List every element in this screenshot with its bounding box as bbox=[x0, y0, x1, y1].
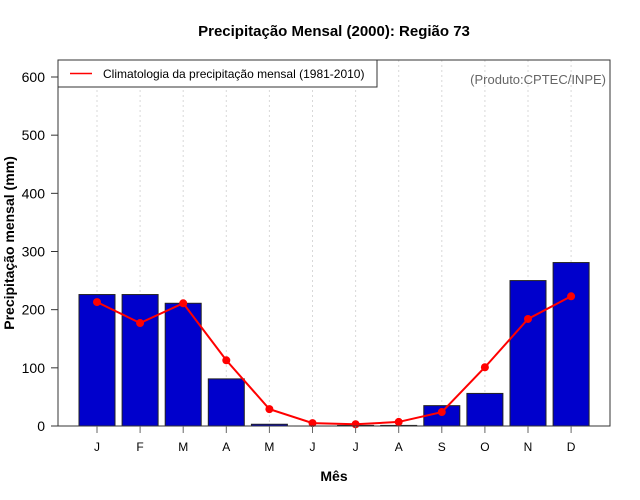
x-tick-label: S bbox=[438, 440, 446, 454]
climatology-point-12 bbox=[567, 292, 576, 301]
credit-annotation: (Produto:CPTEC/INPE) bbox=[470, 72, 606, 87]
climatology-point-2 bbox=[136, 319, 145, 328]
climatology-point-5 bbox=[265, 405, 274, 414]
y-tick-label: 0 bbox=[37, 418, 45, 434]
bar-4 bbox=[207, 378, 245, 427]
y-axis: 0 100 200 300 400 500 600 bbox=[22, 69, 58, 434]
y-tick-label: 100 bbox=[22, 360, 46, 376]
x-tick-label: M bbox=[264, 440, 274, 454]
chart-title: Precipitação Mensal (2000): Região 73 bbox=[198, 23, 470, 40]
climatology-point-9 bbox=[437, 408, 446, 417]
climatology-line bbox=[96, 295, 572, 426]
x-tick-label: A bbox=[395, 440, 403, 454]
climatology-point-4 bbox=[222, 356, 231, 365]
y-tick-label: 400 bbox=[22, 185, 46, 201]
y-tick-label: 300 bbox=[22, 244, 46, 260]
y-tick-label: 200 bbox=[22, 302, 46, 318]
bar-3 bbox=[164, 302, 202, 427]
climatology-point-6 bbox=[308, 419, 317, 428]
x-axis-label: Mês bbox=[320, 468, 347, 484]
x-tick-label: O bbox=[480, 440, 489, 454]
bar-10 bbox=[466, 392, 504, 427]
bar-2 bbox=[121, 294, 159, 427]
climatology-point-10 bbox=[480, 363, 489, 372]
x-tick-label: J bbox=[353, 440, 359, 454]
legend-box bbox=[57, 59, 378, 88]
x-tick-label: N bbox=[524, 440, 533, 454]
x-tick-label: M bbox=[178, 440, 188, 454]
climatology-point-3 bbox=[179, 299, 188, 308]
x-tick-label: J bbox=[94, 440, 100, 454]
x-tick-label: J bbox=[310, 440, 316, 454]
y-tick-label: 600 bbox=[22, 69, 46, 85]
climatology-point-8 bbox=[394, 417, 403, 426]
bar-11 bbox=[509, 280, 547, 427]
bar-12 bbox=[552, 262, 590, 427]
climatology-point-11 bbox=[524, 314, 532, 323]
x-tick-label: A bbox=[222, 440, 230, 454]
y-tick-label: 500 bbox=[22, 127, 46, 143]
legend-entry-climatology: Climatologia da precipitação mensal (198… bbox=[103, 67, 364, 81]
legend: Climatologia da precipitação mensal (198… bbox=[57, 59, 378, 88]
bars-group bbox=[78, 262, 590, 427]
x-tick-label: D bbox=[567, 440, 576, 454]
x-tick-label: F bbox=[136, 440, 143, 454]
bar-1 bbox=[78, 294, 116, 427]
climatology-point-1 bbox=[93, 298, 101, 307]
y-axis-label: Precipitação mensal (mm) bbox=[1, 156, 17, 330]
